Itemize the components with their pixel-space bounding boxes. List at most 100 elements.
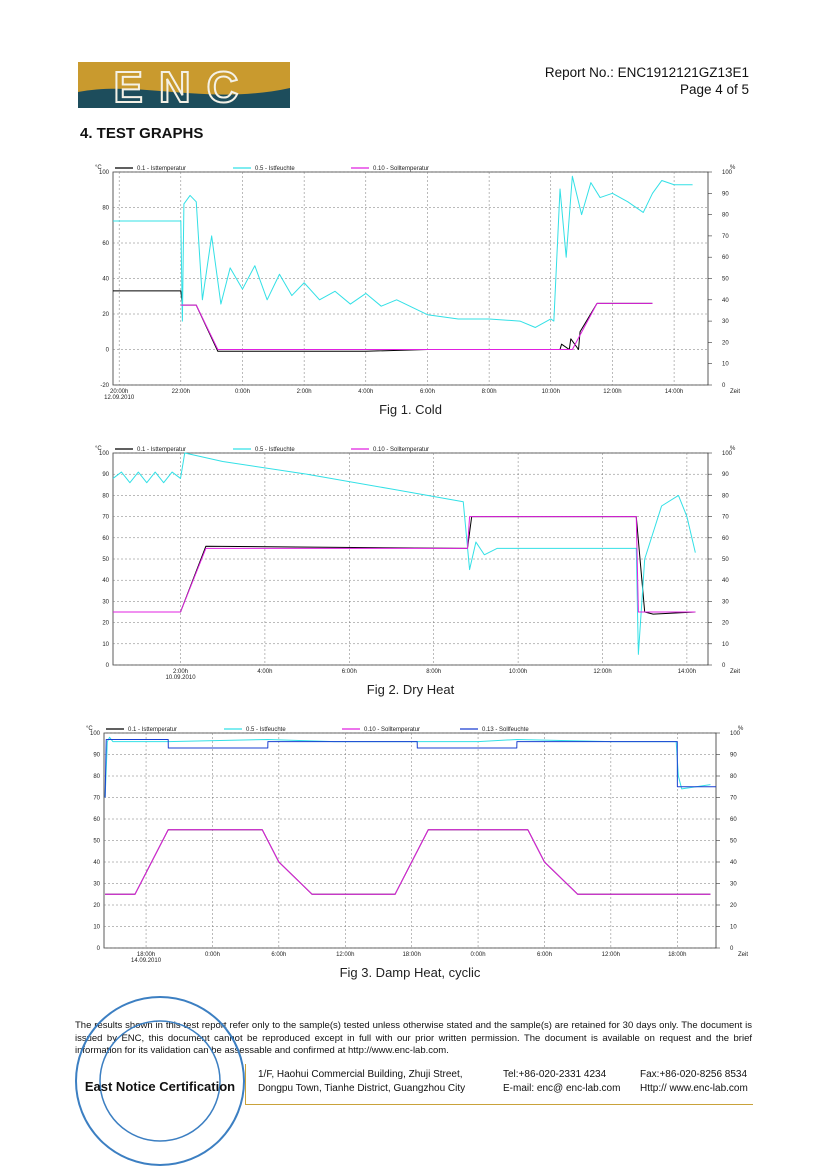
- x-tick-label: 6:00h: [342, 669, 357, 675]
- y-tick-label: 80: [93, 774, 100, 780]
- y2-tick-label: 100: [730, 731, 741, 737]
- y2-tick-label: 70: [722, 515, 729, 521]
- y2-tick-label: 70: [730, 796, 737, 802]
- figure-caption: Fig 1. Cold: [379, 402, 442, 417]
- y-tick-label: 100: [90, 731, 101, 737]
- web-line: Http:// www.enc-lab.com: [640, 1083, 748, 1094]
- x-tick-label: 10:00h: [509, 669, 527, 675]
- x-tick-label: 4:00h: [257, 669, 272, 675]
- y2-tick-label: 20: [722, 340, 729, 346]
- y2-tick-label: 10: [730, 925, 737, 931]
- y-tick-label: 60: [102, 536, 109, 542]
- series-line: [104, 738, 716, 798]
- legend-label: 0.1 - Isttemperatur: [137, 166, 186, 172]
- y-tick-label: -20: [100, 383, 109, 389]
- x-tick-label: 8:00h: [426, 669, 441, 675]
- y-tick-label: 40: [93, 860, 100, 866]
- x-tick-label: 12:00h: [593, 669, 611, 675]
- y-tick-label: 30: [93, 882, 100, 888]
- legend-label: 0.10 - Solltemperatur: [373, 166, 429, 172]
- x-tick-label: 2:00h: [173, 669, 188, 675]
- series-line: [112, 452, 696, 655]
- x-tick-label: 2:00h: [297, 389, 312, 395]
- y-tick-label: 60: [102, 241, 109, 247]
- y2-tick-label: 0: [730, 946, 734, 952]
- x-tick-label: 4:00h: [358, 389, 373, 395]
- y-tick-label: 0: [97, 946, 101, 952]
- legend-label: 0.1 - Isttemperatur: [137, 447, 186, 453]
- y2-tick-label: 10: [722, 642, 729, 648]
- y-tick-label: 50: [93, 839, 100, 845]
- y2-tick-label: 60: [722, 255, 729, 261]
- contact-line: Tel:+86-020-2331 4234: [503, 1069, 607, 1080]
- y2-tick-label: 100: [722, 170, 733, 176]
- y-unit: °C: [86, 726, 93, 732]
- footer-rule: [245, 1104, 753, 1105]
- y2-tick-label: 30: [722, 599, 729, 605]
- y-tick-label: 20: [102, 312, 109, 318]
- y-tick-label: 0: [106, 348, 110, 354]
- x-date-label: 12.09.2010: [104, 395, 135, 401]
- y2-tick-label: 90: [722, 191, 729, 197]
- address: 1/F, Haohui Commercial Building, Zhuji S…: [258, 1068, 465, 1096]
- y2-tick-label: 70: [722, 234, 729, 240]
- legend-label: 0.10 - Solltemperatur: [364, 727, 420, 733]
- legend-label: 0.5 - Istfeuchte: [246, 727, 286, 733]
- y-tick-label: 20: [102, 621, 109, 627]
- y2-tick-label: 60: [722, 536, 729, 542]
- stamp: East Notice Certification: [75, 996, 245, 1166]
- series-line: [180, 302, 653, 350]
- y-tick-label: 20: [93, 903, 100, 909]
- y2-tick-label: 50: [722, 277, 729, 283]
- x-tick-label: 6:00h: [271, 952, 286, 958]
- legend-label: 0.5 - Istfeuchte: [255, 447, 295, 453]
- y-tick-label: 80: [102, 206, 109, 212]
- y2-tick-label: 0: [722, 663, 726, 669]
- series-line: [113, 516, 696, 613]
- series-line: [113, 175, 693, 328]
- y2-unit: %: [738, 726, 744, 732]
- y2-tick-label: 80: [722, 493, 729, 499]
- x-date-label: 14.09.2010: [131, 958, 162, 964]
- y-tick-label: 40: [102, 277, 109, 283]
- x-tick-label: 14:00h: [678, 669, 696, 675]
- address-line: 1/F, Haohui Commercial Building, Zhuji S…: [258, 1069, 463, 1080]
- y2-tick-label: 90: [730, 753, 737, 759]
- y2-tick-label: 50: [730, 839, 737, 845]
- logo: ENC: [78, 62, 290, 108]
- x-tick-label: 6:00h: [537, 952, 552, 958]
- x-tick-label: 18:00h: [137, 952, 155, 958]
- y2-tick-label: 40: [722, 578, 729, 584]
- report-number: Report No.: ENC1912121GZ13E1: [544, 65, 749, 80]
- y2-tick-label: 90: [722, 472, 729, 478]
- x-tick-label: 10:00h: [542, 389, 560, 395]
- x-date-label: 10.09.2010: [166, 675, 197, 681]
- x-tick-label: 18:00h: [402, 952, 420, 958]
- y2-tick-label: 10: [722, 362, 729, 368]
- legend-label: 0.5 - Istfeuchte: [255, 166, 295, 172]
- figure-caption: Fig 3. Damp Heat, cyclic: [340, 965, 481, 980]
- x-tick-label: 12:00h: [336, 952, 354, 958]
- y2-tick-label: 40: [722, 298, 729, 304]
- legend-label: 0.13 - Sollfeuchte: [482, 727, 529, 733]
- y-tick-label: 70: [93, 796, 100, 802]
- y-tick-label: 80: [102, 493, 109, 499]
- x-tick-label: 22:00h: [172, 389, 190, 395]
- x-unit: Zeit: [730, 669, 740, 675]
- y2-tick-label: 20: [722, 621, 729, 627]
- y-unit: °C: [95, 446, 102, 452]
- y2-tick-label: 50: [722, 557, 729, 563]
- web-line: Fax:+86-020-8256 8534: [640, 1069, 748, 1080]
- y-tick-label: 0: [106, 663, 110, 669]
- y2-unit: %: [730, 446, 736, 452]
- y2-tick-label: 100: [722, 451, 733, 457]
- y2-tick-label: 80: [730, 774, 737, 780]
- section-title: 4. TEST GRAPHS: [80, 125, 204, 142]
- y-tick-label: 100: [99, 451, 110, 457]
- x-tick-label: 20:00h: [110, 389, 128, 395]
- y-tick-label: 60: [93, 817, 100, 823]
- stamp-ring: [75, 996, 245, 1166]
- x-tick-label: 14:00h: [665, 389, 683, 395]
- y2-tick-label: 30: [730, 882, 737, 888]
- stamp-inner-ring: [99, 1020, 221, 1142]
